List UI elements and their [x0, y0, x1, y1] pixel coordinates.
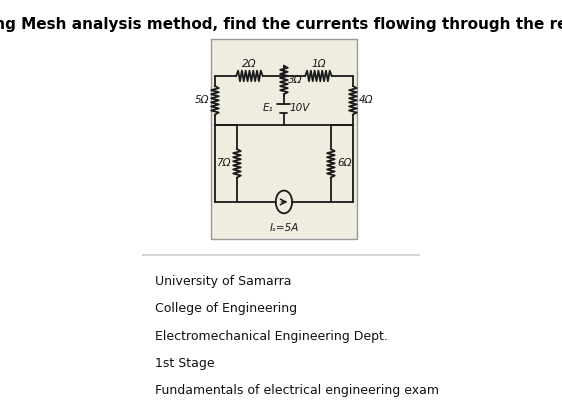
- Text: College of Engineering: College of Engineering: [155, 302, 297, 315]
- Text: University of Samarra: University of Samarra: [155, 275, 291, 288]
- Bar: [211, 40, 357, 239]
- Text: 1st Stage: 1st Stage: [155, 357, 215, 370]
- Text: 10V: 10V: [290, 103, 310, 113]
- Text: 3Ω: 3Ω: [288, 75, 303, 85]
- Text: 1Ω: 1Ω: [311, 59, 325, 70]
- Text: E₁: E₁: [262, 103, 273, 113]
- Text: 5Ω: 5Ω: [194, 95, 209, 105]
- Text: Fundamentals of electrical engineering exam: Fundamentals of electrical engineering e…: [155, 384, 439, 397]
- Text: 4Ω: 4Ω: [359, 95, 373, 105]
- Text: Electromechanical Engineering Dept.: Electromechanical Engineering Dept.: [155, 330, 388, 342]
- Text: 2Ω: 2Ω: [242, 59, 257, 70]
- Text: Q3) Using Mesh analysis method, find the currents flowing through the resistors.: Q3) Using Mesh analysis method, find the…: [0, 17, 562, 32]
- Text: Iₛ=5A: Iₛ=5A: [269, 223, 298, 234]
- Text: 7Ω: 7Ω: [216, 158, 231, 169]
- Text: 6Ω: 6Ω: [337, 158, 351, 169]
